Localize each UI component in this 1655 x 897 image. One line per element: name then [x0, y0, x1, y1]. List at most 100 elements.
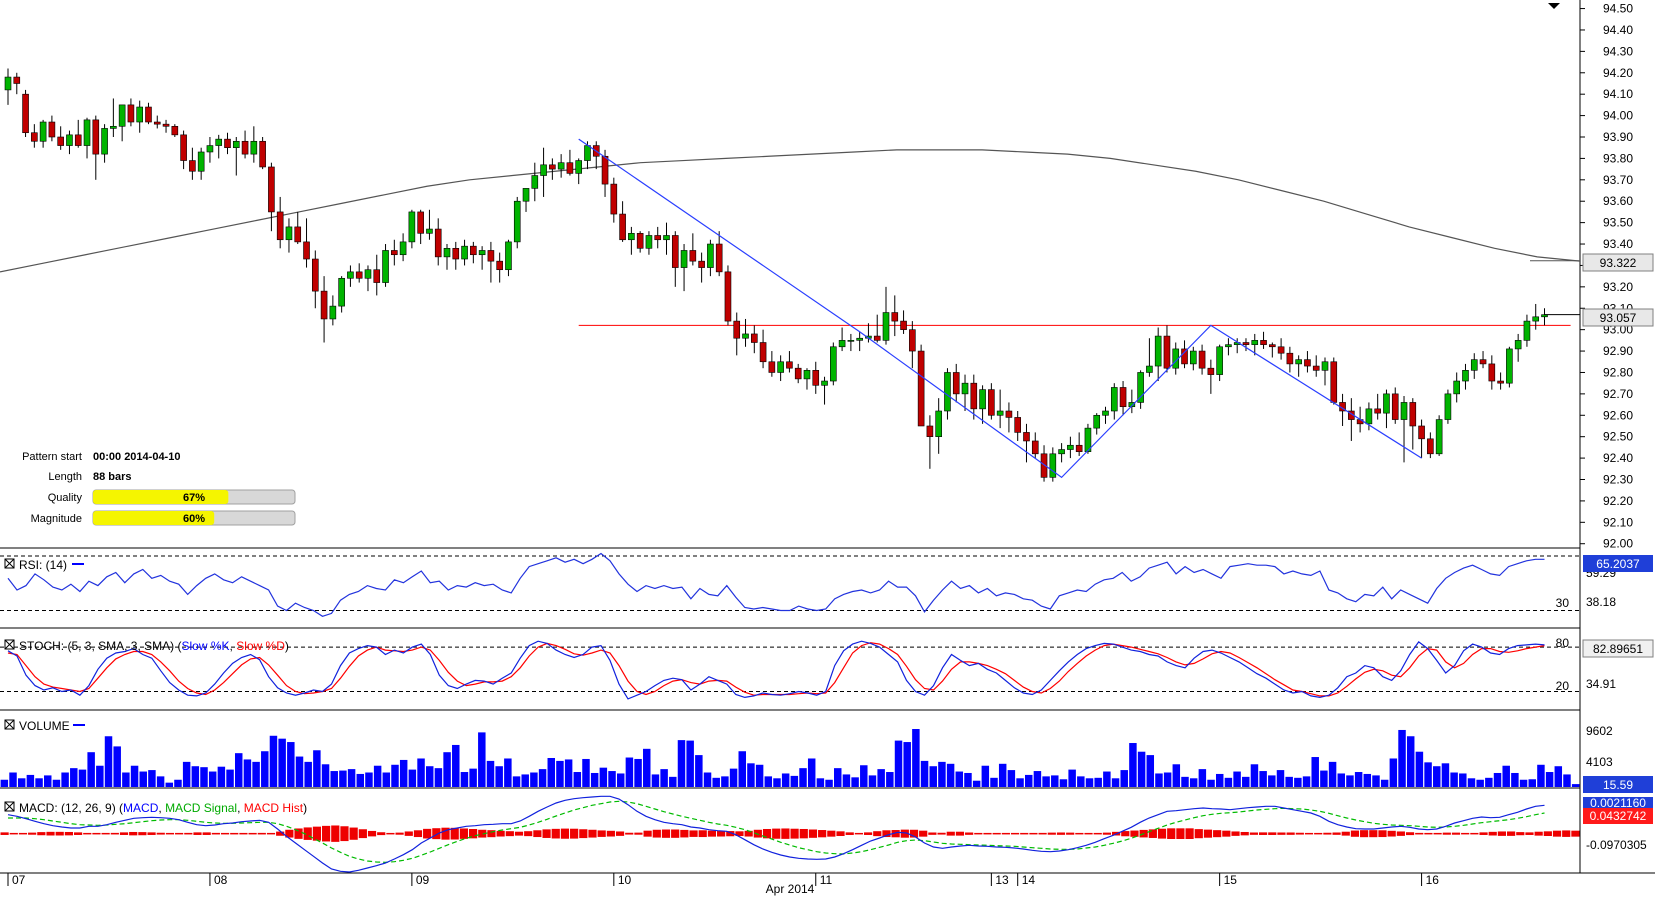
- price-tick-label: 94.50: [1603, 2, 1633, 16]
- volume-bar: [1224, 777, 1233, 787]
- stoch-legend-k: Slow %K: [182, 639, 230, 653]
- candle: [505, 239, 512, 277]
- price-tick-label: 92.50: [1603, 430, 1633, 444]
- volume-bar: [1024, 774, 1033, 787]
- candle: [1102, 406, 1109, 424]
- volume-bar: [469, 768, 477, 787]
- bullish-candle-body: [1102, 410, 1109, 416]
- bearish-candle-body: [294, 226, 302, 243]
- macd-hist-bar: [1295, 832, 1304, 835]
- candle: [311, 250, 319, 309]
- candle: [1304, 351, 1311, 373]
- macd-hist-bar: [625, 832, 634, 835]
- volume-bar: [781, 773, 790, 787]
- volume-bar: [425, 766, 434, 787]
- macd-hist-bar: [845, 832, 854, 835]
- candle: [1225, 338, 1232, 356]
- volume-collapse-cross-b: [4, 719, 15, 730]
- bullish-candle-body: [777, 361, 784, 373]
- volume-bar: [1285, 776, 1293, 787]
- candle: [654, 226, 662, 249]
- volume-bar: [547, 758, 556, 787]
- day-tick-label: 08: [214, 873, 228, 887]
- bearish-candle-body: [1277, 346, 1285, 354]
- bullish-candle-body: [1093, 414, 1101, 429]
- volume-bar: [1094, 777, 1102, 787]
- bearish-candle-body: [1031, 440, 1039, 455]
- candle: [671, 231, 679, 287]
- bearish-candle-body: [566, 162, 574, 174]
- price-axis: 94.50 94.40 94.30 94.20 94.10 94.00 93.90 93.80…: [1580, 2, 1633, 551]
- bearish-candle-body: [1207, 367, 1215, 375]
- volume-bar: [556, 760, 564, 787]
- volume-bar: [408, 769, 417, 787]
- bullish-candle-body: [39, 121, 47, 142]
- volume-bar: [912, 729, 920, 787]
- macd-hist-bar: [1378, 830, 1387, 838]
- macd-hist-bar: [175, 832, 184, 835]
- candle: [549, 158, 556, 180]
- candle: [461, 239, 468, 266]
- volume-bar: [356, 773, 365, 787]
- volume-bar: [616, 773, 625, 787]
- volume-bar: [1398, 729, 1406, 787]
- candle: [1049, 447, 1057, 482]
- volume-bar: [886, 772, 894, 787]
- bearish-candle-body: [671, 235, 679, 268]
- volume-bar: [1502, 765, 1510, 787]
- bullish-candle-body: [1295, 359, 1302, 365]
- macd-hist-bar: [965, 832, 974, 835]
- macd-hist-bar: [1010, 832, 1020, 835]
- bearish-candle-body: [1374, 408, 1381, 414]
- macd-hist-bar: [1461, 832, 1470, 835]
- volume-bar: [860, 765, 868, 787]
- bearish-candle-body: [917, 350, 925, 427]
- candle: [452, 241, 460, 270]
- macd-hist-bar: [496, 830, 505, 837]
- candle: [1497, 372, 1504, 390]
- candle: [786, 351, 793, 373]
- candle: [364, 265, 372, 292]
- bearish-candle-body: [549, 164, 556, 170]
- bearish-candle-body: [1040, 453, 1048, 478]
- macd-hist-bar: [570, 828, 579, 839]
- macd-hist-bar: [404, 831, 413, 836]
- macd-hist-bar: [0, 832, 9, 835]
- macd-hist-bar: [46, 831, 55, 836]
- bearish-candle-body: [909, 329, 916, 352]
- volume-bar: [1042, 776, 1050, 787]
- macd-hist-bar: [560, 828, 570, 839]
- scroll-marker-icon[interactable]: [1548, 3, 1560, 9]
- bearish-candle-body: [417, 211, 424, 234]
- quality-bar-fill: [93, 490, 229, 504]
- macd-hist-bar: [358, 829, 367, 839]
- candle: [1321, 357, 1329, 386]
- volume-bar: [521, 774, 529, 787]
- candle: [224, 132, 231, 155]
- candle: [215, 134, 223, 159]
- volume-bar: [1433, 766, 1441, 787]
- volume-bar: [1198, 769, 1207, 787]
- candle: [1541, 308, 1548, 326]
- volume-bar: [1085, 778, 1094, 787]
- bearish-candle-body: [496, 260, 503, 271]
- candle: [443, 244, 451, 270]
- volume-bar: [278, 738, 286, 787]
- volume-bar: [643, 748, 651, 787]
- macd-hist-bar: [799, 828, 808, 839]
- macd-hist-bar: [772, 828, 781, 839]
- macd-hist-bar: [1056, 832, 1066, 835]
- volume-last-value: 15.59: [1603, 778, 1633, 792]
- macd-hist-bar: [1304, 832, 1314, 835]
- macd-hist-bar: [808, 829, 818, 838]
- candle: [1312, 355, 1320, 377]
- stoch-k-line: [7, 640, 1545, 700]
- macd-hist-bar: [257, 832, 266, 835]
- bearish-candle-body: [1181, 348, 1188, 365]
- macd-hist-bar: [156, 832, 165, 835]
- macd-hist-bar: [863, 832, 873, 835]
- candle: [663, 222, 670, 255]
- volume-bar: [287, 742, 295, 787]
- candle: [171, 124, 179, 137]
- volume-bar: [1563, 774, 1571, 787]
